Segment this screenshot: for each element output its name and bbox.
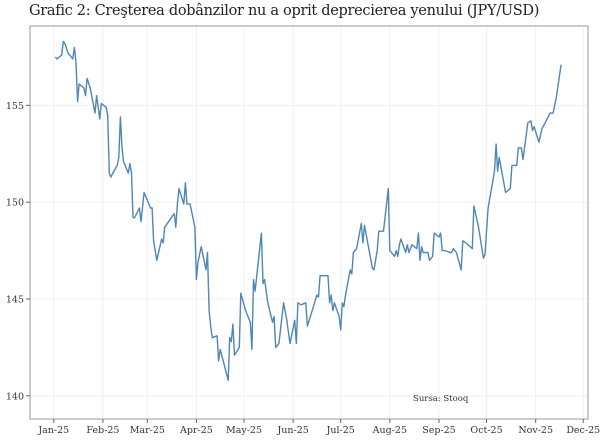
x-tick-label: Jan-25 bbox=[37, 425, 69, 436]
x-tick-label: Feb-25 bbox=[86, 425, 119, 436]
x-tick-label: Mar-25 bbox=[130, 425, 165, 436]
axes: Jan-25 Feb-25 Mar-25 Apr-25 May-25 Jun-25 Jul-… bbox=[6, 101, 600, 436]
source-note: Sursa: Stooq bbox=[413, 394, 469, 404]
grid-lines bbox=[30, 26, 588, 419]
y-tick-label: 150 bbox=[6, 198, 24, 209]
y-tick-label: 155 bbox=[6, 101, 24, 112]
y-tick-label: 140 bbox=[6, 391, 24, 402]
y-tick-label: 145 bbox=[6, 294, 24, 305]
chart-title: Grafic 2: Creşterea dobânzilor nu a opri… bbox=[29, 3, 540, 19]
x-tick-label: Nov-25 bbox=[518, 425, 553, 436]
x-tick-label: Jun-25 bbox=[276, 425, 308, 436]
plot-frame bbox=[29, 25, 589, 420]
x-tick-label: Apr-25 bbox=[179, 425, 213, 436]
x-tick-label: Dec-25 bbox=[566, 425, 600, 436]
x-tick-label: Jul-25 bbox=[326, 425, 355, 436]
x-tick-label: May-25 bbox=[226, 425, 262, 436]
x-tick-label: Aug-25 bbox=[372, 425, 407, 436]
series-line-jpy-usd bbox=[54, 40, 562, 381]
x-tick-label: Sep-25 bbox=[422, 425, 456, 436]
x-tick-label: Oct-25 bbox=[470, 425, 502, 436]
